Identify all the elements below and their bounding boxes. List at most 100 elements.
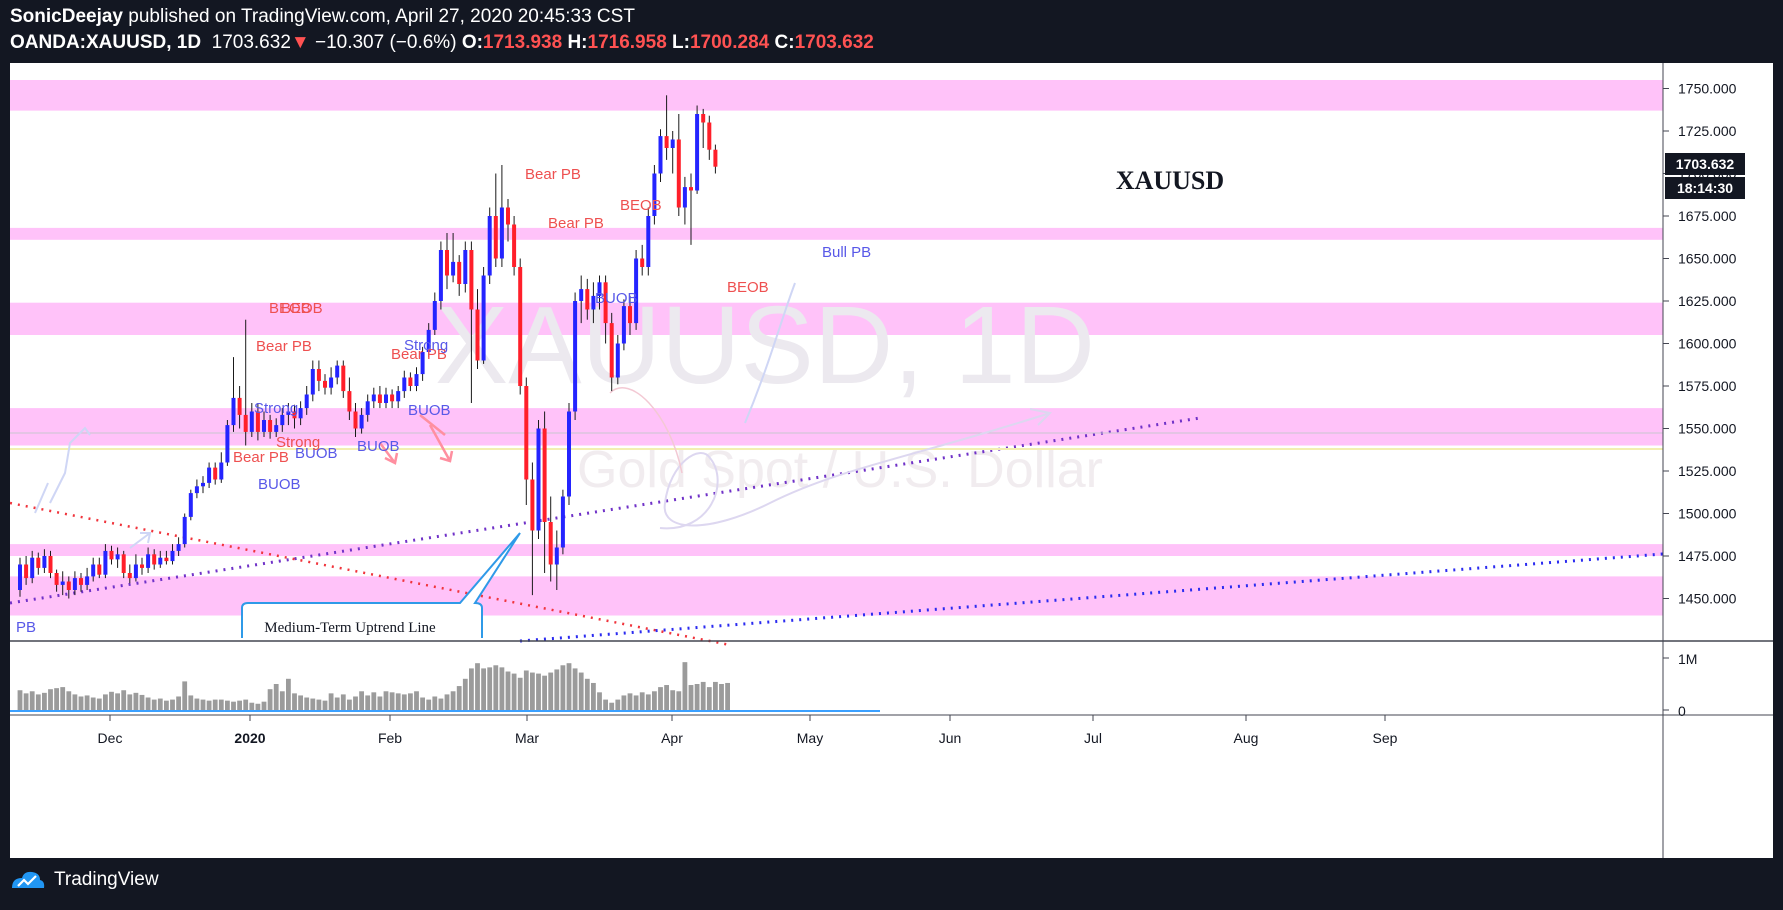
volume-bar[interactable] [639, 692, 645, 710]
volume-bar[interactable] [487, 667, 493, 710]
volume-bar[interactable] [322, 700, 328, 710]
label-buob-5[interactable]: BUOB [258, 476, 301, 493]
candle-body[interactable] [579, 289, 584, 301]
label-bear-pb-2[interactable]: Bear PB [548, 215, 604, 232]
candle-body[interactable] [695, 114, 700, 191]
volume-bar[interactable] [456, 686, 462, 710]
volume-bar[interactable] [96, 698, 102, 710]
volume-bar[interactable] [395, 693, 401, 710]
candle-body[interactable] [652, 173, 657, 217]
candle-body[interactable] [621, 306, 626, 344]
volume-bar[interactable] [670, 690, 676, 710]
candle-body[interactable] [585, 289, 590, 310]
candle-body[interactable] [225, 425, 230, 463]
volume-bar[interactable] [90, 697, 96, 710]
candle-body[interactable] [30, 557, 35, 579]
volume-bar[interactable] [42, 692, 47, 710]
volume-bar[interactable] [225, 700, 230, 710]
volume-bar[interactable] [72, 694, 78, 710]
candle-body[interactable] [268, 420, 273, 432]
volume-bar[interactable] [212, 699, 218, 710]
candle-body[interactable] [274, 425, 279, 432]
volume-bar[interactable] [249, 702, 255, 710]
candle-body[interactable] [262, 420, 266, 432]
volume-bar[interactable] [645, 694, 651, 710]
volume-bar[interactable] [469, 668, 474, 710]
volume-bar[interactable] [694, 684, 700, 710]
zone-1[interactable] [10, 80, 1663, 111]
candle-body[interactable] [463, 250, 468, 284]
volume-bar[interactable] [591, 682, 596, 710]
candle-body[interactable] [591, 295, 596, 310]
label-bear-pb-1[interactable]: Bear PB [525, 166, 581, 183]
candle-body[interactable] [335, 365, 340, 378]
volume-bar[interactable] [29, 691, 35, 710]
candle-body[interactable] [304, 394, 309, 409]
volume-bar[interactable] [218, 699, 224, 710]
volume-bar[interactable] [286, 678, 291, 710]
price-axis[interactable]: 1750.0001725.0001700.0001675.0001650.000… [1663, 81, 1737, 607]
candle-body[interactable] [115, 554, 120, 560]
candle-body[interactable] [231, 397, 236, 426]
zone-5[interactable] [10, 544, 1663, 556]
candle-body[interactable] [249, 411, 254, 432]
volume-bar[interactable] [292, 693, 297, 710]
candle-body[interactable] [109, 550, 114, 560]
volume-bar[interactable] [78, 696, 84, 710]
volume-bar[interactable] [365, 695, 371, 710]
volume-bar[interactable] [170, 699, 175, 710]
volume-bar[interactable] [511, 673, 517, 710]
candle-body[interactable] [140, 564, 144, 568]
volume-bar[interactable] [578, 672, 584, 710]
candle-body[interactable] [432, 301, 437, 330]
label-strong-3[interactable]: Strong [276, 434, 320, 451]
volume-bar[interactable] [408, 693, 413, 710]
candle-body[interactable] [97, 564, 102, 575]
volume-bar[interactable] [566, 663, 572, 710]
candle-body[interactable] [377, 394, 382, 404]
volume-bar[interactable] [719, 684, 724, 710]
zone-2[interactable] [10, 227, 1663, 240]
volume-bar[interactable] [401, 694, 407, 710]
volume-bars[interactable] [17, 662, 730, 710]
volume-bar[interactable] [310, 698, 316, 710]
label-buob-2[interactable]: BUOB [408, 402, 451, 419]
volume-bar[interactable] [54, 688, 59, 710]
candle-body[interactable] [353, 411, 358, 429]
volume-bar[interactable] [334, 697, 340, 710]
volume-bar[interactable] [60, 687, 66, 710]
candle-body[interactable] [682, 187, 687, 208]
candle-body[interactable] [79, 578, 83, 585]
volume-bar[interactable] [560, 665, 566, 710]
label-bear-pb-4[interactable]: Bear PB [391, 346, 447, 363]
volume-bar[interactable] [133, 692, 139, 710]
candle-body[interactable] [646, 216, 651, 267]
candle-body[interactable] [506, 207, 510, 225]
candle-body[interactable] [72, 578, 77, 590]
label-beob-1[interactable]: BEOB [269, 300, 311, 317]
volume-bar[interactable] [603, 699, 608, 710]
candle-body[interactable] [66, 581, 71, 591]
candle-body[interactable] [85, 576, 90, 585]
candle-body[interactable] [530, 479, 535, 531]
tradingview-logo-icon[interactable] [10, 868, 46, 892]
candle-body[interactable] [164, 557, 169, 562]
volume-bar[interactable] [426, 699, 432, 710]
volume-bar[interactable] [115, 693, 120, 710]
candle-body[interactable] [603, 282, 608, 324]
candle-body[interactable] [384, 394, 388, 404]
candle-body[interactable] [133, 564, 138, 579]
candle-body[interactable] [445, 250, 449, 276]
volume-bar[interactable] [700, 681, 706, 710]
candle-body[interactable] [670, 139, 675, 149]
volume-bar[interactable] [475, 663, 480, 710]
label-bear-pb-3[interactable]: Bear PB [256, 338, 312, 355]
volume-bar[interactable] [151, 699, 157, 710]
label-beob-3[interactable]: BEOB [620, 197, 662, 214]
candle-body[interactable] [457, 261, 462, 284]
volume-bar[interactable] [481, 668, 486, 710]
volume-bar[interactable] [194, 698, 200, 710]
volume-bar[interactable] [200, 699, 206, 710]
volume-bar[interactable] [548, 672, 554, 710]
volume-bar[interactable] [432, 696, 438, 710]
